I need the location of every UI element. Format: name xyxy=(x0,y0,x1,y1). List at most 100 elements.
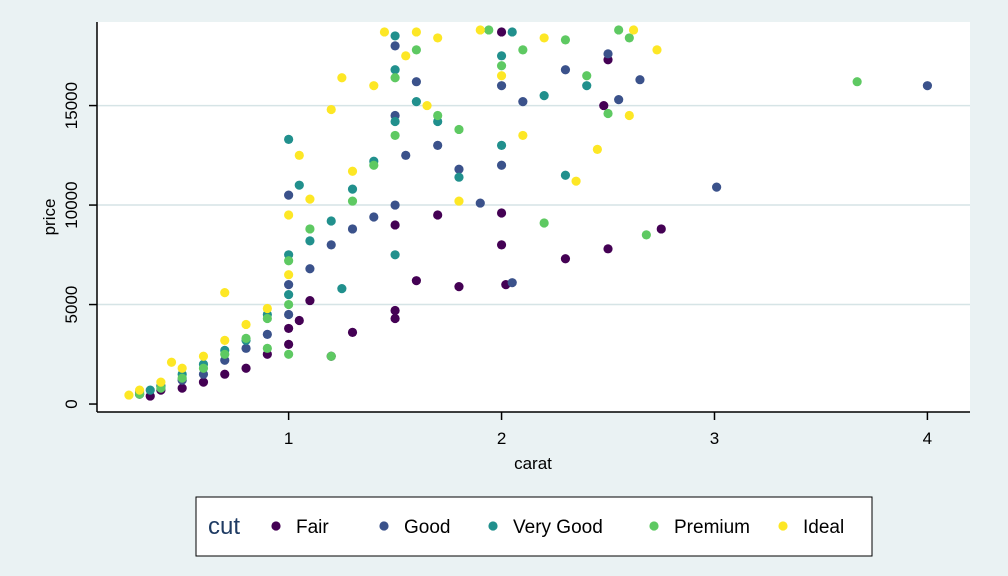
point-good-5 xyxy=(241,343,251,353)
point-premium-8 xyxy=(284,256,294,266)
point-fair-13 xyxy=(390,305,400,316)
point-ideal-15 xyxy=(369,81,379,91)
point-premium-21 xyxy=(539,218,549,228)
point-premium-28 xyxy=(852,77,862,87)
point-very-good-22 xyxy=(496,140,507,150)
point-very-good-25 xyxy=(539,91,549,101)
point-fair-7 xyxy=(284,339,294,349)
point-good-22 xyxy=(496,81,507,91)
point-fair-8 xyxy=(284,323,294,334)
x-tick-label-2: 3 xyxy=(710,429,719,448)
point-good-29 xyxy=(712,182,722,192)
legend-label-ideal: Ideal xyxy=(803,517,844,538)
series-ideal xyxy=(124,25,662,400)
point-ideal-28 xyxy=(624,110,634,121)
point-fair-27 xyxy=(305,295,315,306)
point-fair-20 xyxy=(496,27,507,37)
y-axis-title: price xyxy=(40,199,59,236)
point-good-30 xyxy=(922,81,933,91)
point-premium-20 xyxy=(518,45,528,55)
point-ideal-16 xyxy=(379,27,390,37)
point-fair-23 xyxy=(603,244,613,254)
point-premium-13 xyxy=(390,130,400,141)
point-fair-18 xyxy=(496,240,507,250)
grid-layer xyxy=(97,104,970,306)
point-fair-19 xyxy=(496,208,507,218)
point-good-8 xyxy=(284,280,294,290)
point-good-26 xyxy=(603,49,613,59)
point-good-13 xyxy=(369,212,379,222)
point-very-good-29 xyxy=(337,284,347,294)
x-tick-label-3: 4 xyxy=(923,429,932,448)
axes-layer xyxy=(96,22,970,413)
point-ideal-29 xyxy=(628,25,639,35)
ticks-layer: 1 2 3 4 0 5000 10000 15000 xyxy=(62,82,932,448)
point-fair-17 xyxy=(454,282,464,292)
point-ideal-7 xyxy=(262,303,272,314)
point-premium-15 xyxy=(411,45,421,55)
point-premium-6 xyxy=(262,313,272,324)
point-good-17 xyxy=(411,77,421,87)
point-good-18 xyxy=(433,140,443,150)
point-ideal-19 xyxy=(422,100,432,111)
point-ideal-31 xyxy=(220,335,230,345)
point-ideal-21 xyxy=(454,196,464,206)
point-fair-5 xyxy=(241,363,251,373)
point-premium-16 xyxy=(433,110,443,121)
legend-label-premium: Premium xyxy=(674,517,750,538)
point-fair-9 xyxy=(294,315,304,326)
point-fair-24 xyxy=(599,100,609,111)
point-ideal-24 xyxy=(518,130,528,141)
point-good-20 xyxy=(475,198,485,208)
point-very-good-24 xyxy=(507,27,517,37)
point-premium-19 xyxy=(496,61,507,71)
point-ideal-23 xyxy=(496,71,507,81)
point-premium-10 xyxy=(326,351,336,361)
point-good-6 xyxy=(262,329,272,339)
point-premium-14 xyxy=(390,73,400,83)
point-very-good-14 xyxy=(347,184,358,194)
point-good-31 xyxy=(390,41,400,51)
x-tick-label-0: 1 xyxy=(284,429,293,448)
point-good-7 xyxy=(284,309,294,320)
legend-marker-fair xyxy=(271,521,281,531)
point-fair-26 xyxy=(656,224,666,234)
point-very-good-12 xyxy=(305,236,315,246)
point-fair-22 xyxy=(560,254,571,264)
legend: cut Fair Good Very Good Premium Ideal xyxy=(195,496,873,557)
point-fair-12 xyxy=(390,313,400,324)
point-premium-18 xyxy=(484,25,494,35)
point-good-11 xyxy=(326,240,336,250)
point-fair-2 xyxy=(177,383,187,393)
point-good-19 xyxy=(454,164,464,174)
point-ideal-1 xyxy=(134,385,145,395)
point-ideal-26 xyxy=(571,176,581,186)
point-premium-9 xyxy=(305,224,315,234)
point-very-good-16 xyxy=(390,116,400,127)
point-fair-3 xyxy=(198,377,209,387)
point-premium-29 xyxy=(262,343,272,353)
point-fair-14 xyxy=(390,220,400,230)
legend-label-good: Good xyxy=(404,517,450,538)
point-fair-16 xyxy=(433,210,443,220)
x-axis-title: carat xyxy=(514,454,552,473)
legend-marker-ideal xyxy=(778,521,788,531)
y-tick-label-0: 0 xyxy=(62,399,81,408)
point-ideal-32 xyxy=(166,357,177,367)
point-premium-25 xyxy=(614,25,624,35)
point-premium-30 xyxy=(284,349,294,359)
point-ideal-9 xyxy=(284,210,294,220)
point-good-12 xyxy=(347,224,358,234)
point-premium-2 xyxy=(177,373,187,383)
x-tick-label-1: 2 xyxy=(497,429,506,448)
point-very-good-8 xyxy=(284,290,294,300)
point-ideal-3 xyxy=(177,363,187,373)
point-premium-24 xyxy=(603,108,613,119)
point-fair-15 xyxy=(411,276,421,286)
legend-marker-premium xyxy=(649,521,659,531)
point-premium-17 xyxy=(454,124,464,135)
legend-label-fair: Fair xyxy=(296,517,329,538)
point-ideal-10 xyxy=(294,150,304,160)
point-premium-26 xyxy=(624,33,634,43)
